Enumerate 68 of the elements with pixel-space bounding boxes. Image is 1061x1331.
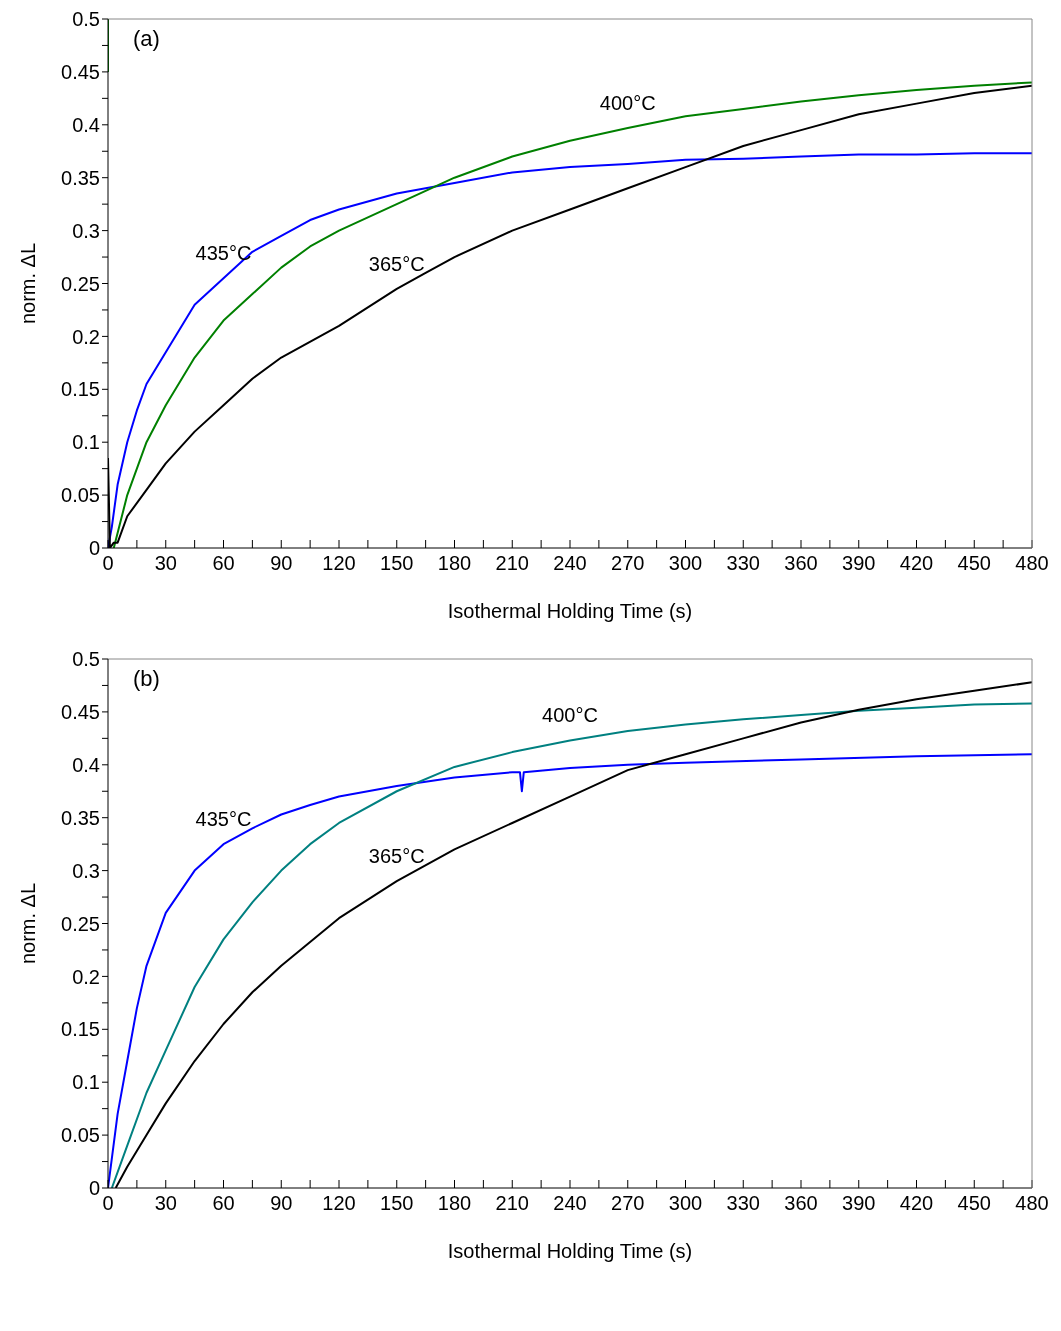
x-tick-label: 300 <box>668 552 703 575</box>
series-label: 400°C <box>599 91 656 114</box>
y-tick-label: 0.1 <box>72 1071 100 1094</box>
x-tick-label: 420 <box>899 552 934 575</box>
x-tick-label: 0 <box>102 552 114 575</box>
y-tick-label: 0.45 <box>61 701 100 723</box>
y-axis-title: norm. ΔL <box>17 882 40 965</box>
x-tick-label: 180 <box>437 552 472 575</box>
x-tick-label: 60 <box>212 552 235 575</box>
y-tick-label: 0.45 <box>61 61 100 83</box>
series-label: 365°C <box>368 252 425 275</box>
x-tick-label: 480 <box>1015 552 1049 575</box>
series-label: 400°C <box>542 704 598 727</box>
x-tick-label: 90 <box>270 1192 293 1215</box>
y-tick-label: 0.15 <box>61 1018 100 1041</box>
y-tick-label: 0.4 <box>72 753 100 776</box>
x-tick-label: 120 <box>322 552 356 575</box>
y-tick-label: 0.2 <box>72 965 100 988</box>
y-tick-label: 0.4 <box>72 113 100 136</box>
y-tick-label: 0.3 <box>72 859 100 882</box>
x-axis-title: Isothermal Holding Time (s) <box>447 600 693 622</box>
x-tick-label: 270 <box>611 552 645 575</box>
y-axis-title: norm. ΔL <box>17 242 40 325</box>
x-tick-label: 450 <box>957 552 991 575</box>
x-tick-label: 30 <box>154 552 177 575</box>
x-tick-label: 210 <box>495 552 529 575</box>
y-tick-label: 0 <box>88 1177 100 1200</box>
y-tick-label: 0.35 <box>61 166 100 189</box>
x-tick-label: 330 <box>726 552 760 575</box>
x-tick-label: 450 <box>957 1192 991 1215</box>
y-tick-label: 0.5 <box>72 648 100 671</box>
x-tick-label: 420 <box>899 1192 934 1215</box>
x-tick-label: 270 <box>611 1192 645 1215</box>
x-tick-label: 60 <box>212 1192 235 1215</box>
x-tick-label: 360 <box>784 1192 818 1215</box>
x-tick-label: 90 <box>270 552 293 575</box>
x-tick-label: 300 <box>668 1192 703 1215</box>
x-tick-label: 210 <box>495 1192 529 1215</box>
annotation: (a) <box>133 26 160 52</box>
y-tick-label: 0.15 <box>61 378 100 401</box>
x-tick-label: 390 <box>842 1192 876 1215</box>
x-tick-label: 360 <box>784 552 818 575</box>
y-tick-label: 0 <box>88 537 100 560</box>
y-tick-label: 0.25 <box>61 912 100 935</box>
x-tick-label: 330 <box>726 1192 760 1215</box>
x-tick-label: 240 <box>553 552 587 575</box>
x-tick-label: 0 <box>102 1192 114 1215</box>
series-label: 435°C <box>195 242 252 265</box>
x-tick-label: 390 <box>842 552 876 575</box>
y-tick-label: 0.05 <box>61 1124 100 1147</box>
annotation: (b) <box>133 666 160 692</box>
y-tick-label: 0.05 <box>61 484 100 507</box>
x-tick-label: 150 <box>380 1192 414 1215</box>
y-tick-label: 0.3 <box>72 219 100 242</box>
x-tick-label: 150 <box>380 552 414 575</box>
y-tick-label: 0.25 <box>61 272 100 295</box>
series-label: 435°C <box>195 808 252 831</box>
x-tick-label: 120 <box>322 1192 356 1215</box>
x-tick-label: 180 <box>437 1192 472 1215</box>
series-label: 365°C <box>368 845 425 868</box>
y-tick-label: 0.2 <box>72 325 100 348</box>
y-tick-label: 0.5 <box>72 8 100 31</box>
x-tick-label: 30 <box>154 1192 177 1215</box>
x-tick-label: 480 <box>1015 1192 1049 1215</box>
x-axis-title: Isothermal Holding Time (s) <box>447 1240 693 1262</box>
y-tick-label: 0.35 <box>61 806 100 829</box>
y-tick-label: 0.1 <box>72 431 100 454</box>
x-tick-label: 240 <box>553 1192 587 1215</box>
